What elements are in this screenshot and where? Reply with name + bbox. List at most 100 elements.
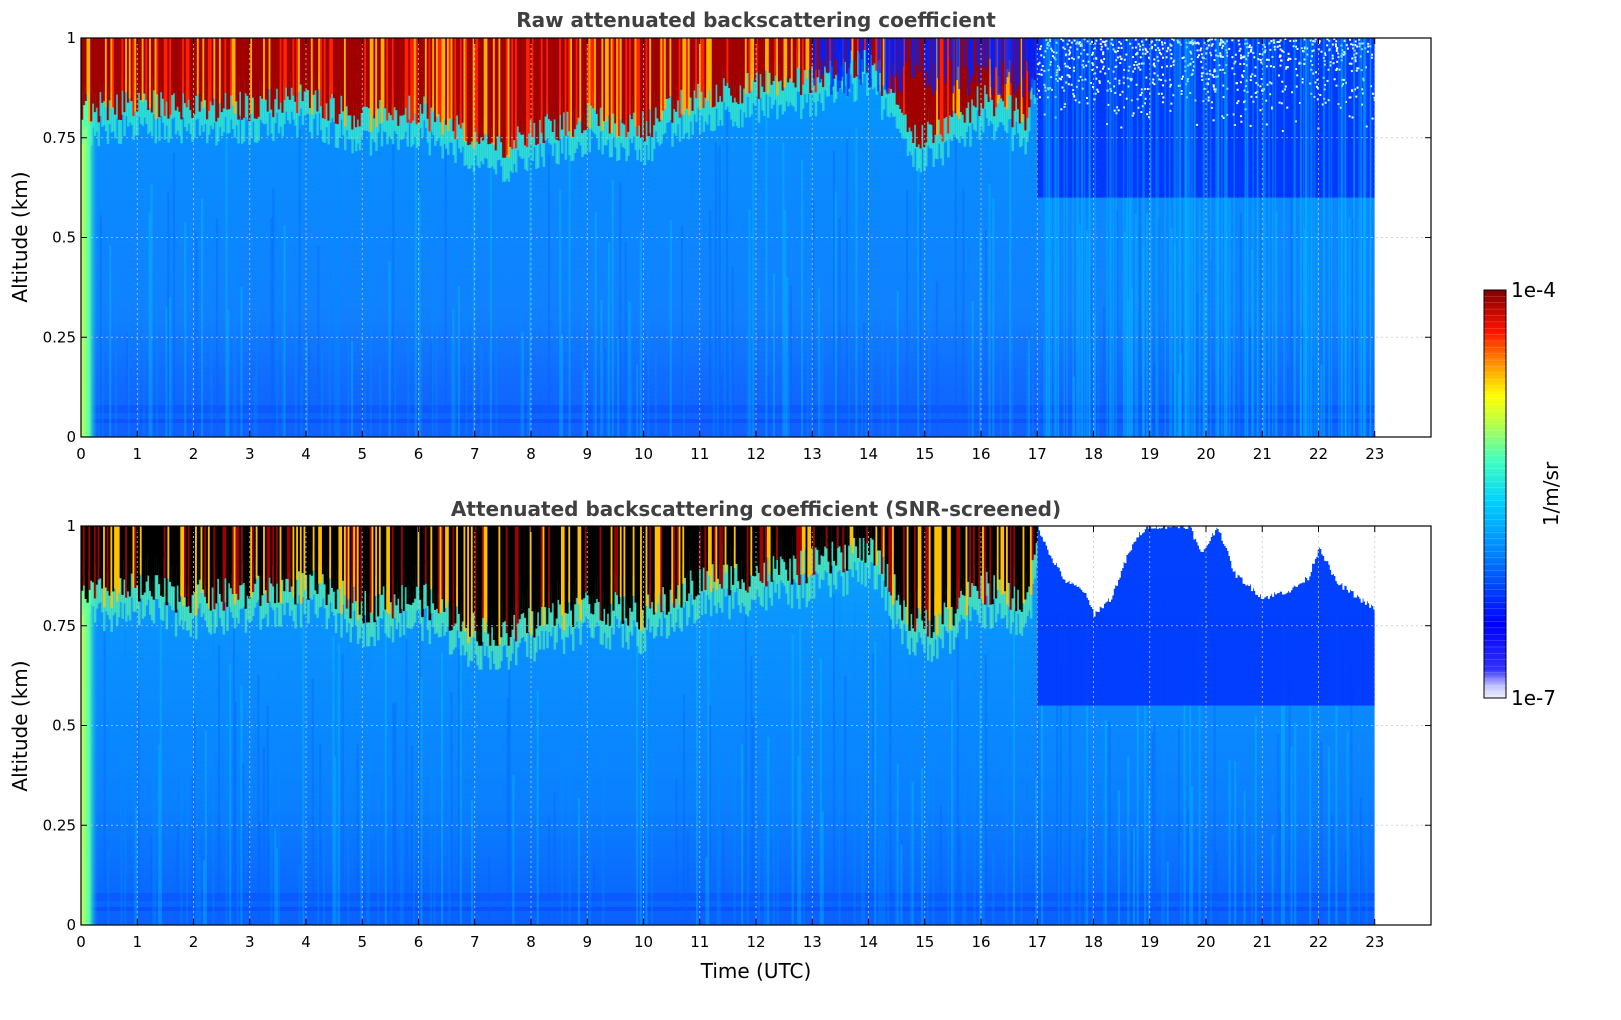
transition-band <box>121 574 124 619</box>
high-signal-column <box>851 38 855 60</box>
noise-speckle <box>1351 89 1354 92</box>
noise-speckle <box>1335 69 1338 72</box>
noise-speckle <box>1241 74 1244 77</box>
high-signal-column <box>522 38 525 135</box>
noise-column <box>934 38 937 91</box>
screened-column <box>349 526 352 619</box>
transition-band <box>665 594 669 639</box>
signal-streak <box>414 122 417 437</box>
screened-out-area <box>1051 526 1054 559</box>
noise-speckle <box>1131 56 1134 59</box>
high-signal-column <box>761 38 764 87</box>
transition-band <box>301 85 305 126</box>
high-signal-column <box>165 38 169 102</box>
transition-band <box>393 91 397 132</box>
transition-band <box>1005 584 1009 629</box>
high-signal-column <box>568 38 571 132</box>
high-signal-column <box>228 38 231 110</box>
transition-band <box>470 125 474 166</box>
noise-speckle <box>1112 43 1115 46</box>
screened-out-area <box>1288 526 1291 593</box>
signal-streak <box>384 615 387 925</box>
transition-band <box>822 536 825 581</box>
noise-speckle <box>1259 109 1262 112</box>
signal-streak <box>802 839 806 925</box>
noise-column <box>834 38 837 60</box>
noise-speckle <box>1219 68 1222 71</box>
screened-column <box>154 526 158 576</box>
transition-band <box>110 588 113 632</box>
noise-speckle <box>1191 41 1194 44</box>
high-signal-column <box>571 38 575 137</box>
transition-band <box>980 87 983 128</box>
transition-band <box>312 78 316 119</box>
screened-out-area <box>1040 526 1043 536</box>
transition-band <box>180 576 183 621</box>
transition-band <box>682 563 685 608</box>
screened-column <box>834 526 838 566</box>
signal-streak <box>1134 214 1137 437</box>
screened-column <box>559 526 562 605</box>
transition-band <box>557 579 560 624</box>
signal-streak <box>298 129 301 437</box>
noise-speckle <box>1040 54 1043 57</box>
transition-band <box>849 38 853 75</box>
noise-column <box>988 38 991 59</box>
noise-speckle <box>1063 89 1066 92</box>
high-signal-column <box>513 38 516 141</box>
high-signal-column <box>649 38 652 110</box>
signal-streak <box>1369 38 1372 437</box>
x-tick-label: 12 <box>746 445 765 463</box>
screened-column <box>353 526 356 587</box>
high-signal-column <box>331 38 334 95</box>
noise-speckle <box>1071 57 1074 60</box>
transition-band <box>81 570 84 615</box>
signal-streak <box>879 655 882 925</box>
transition-band <box>489 625 492 670</box>
transition-band <box>724 552 728 597</box>
noise-speckle <box>1233 124 1236 127</box>
signal-streak <box>1198 606 1201 925</box>
high-signal-column <box>419 38 422 105</box>
transition-band <box>406 584 409 628</box>
transition-band <box>408 79 411 120</box>
transition-band <box>687 573 691 618</box>
signal-streak <box>1234 760 1237 925</box>
noise-speckle <box>1219 42 1222 45</box>
screened-out-area <box>1236 526 1239 575</box>
signal-streak <box>1254 715 1257 925</box>
noise-column <box>819 38 822 83</box>
transition-band <box>182 585 185 630</box>
screened-column <box>678 526 682 605</box>
transition-band <box>787 66 790 107</box>
signal-streak <box>1089 266 1092 437</box>
transition-band <box>132 567 135 612</box>
high-signal-column <box>154 38 158 120</box>
transition-band <box>553 605 557 650</box>
transition-band <box>274 583 277 628</box>
noise-speckle <box>1315 85 1318 88</box>
screened-column <box>895 526 899 601</box>
screened-column <box>864 526 867 563</box>
screened-column <box>581 526 584 600</box>
transition-band <box>430 569 433 614</box>
signal-streak <box>894 792 897 925</box>
noise-speckle <box>1212 75 1215 78</box>
noise-speckle <box>1068 49 1071 52</box>
transition-band <box>866 56 869 97</box>
transition-band <box>301 553 305 597</box>
noise-speckle <box>1136 51 1139 54</box>
transition-band <box>588 112 592 153</box>
signal-streak <box>812 200 815 437</box>
transition-band <box>697 574 700 619</box>
transition-band <box>296 97 299 138</box>
noise-speckle <box>1101 67 1104 70</box>
screened-column <box>971 526 974 583</box>
screened-column <box>104 526 108 588</box>
screened-column <box>347 526 351 600</box>
screened-column <box>812 526 816 575</box>
noise-speckle <box>1055 51 1058 54</box>
transition-band <box>886 76 889 117</box>
transition-band <box>531 121 535 162</box>
transition-band <box>925 589 928 634</box>
